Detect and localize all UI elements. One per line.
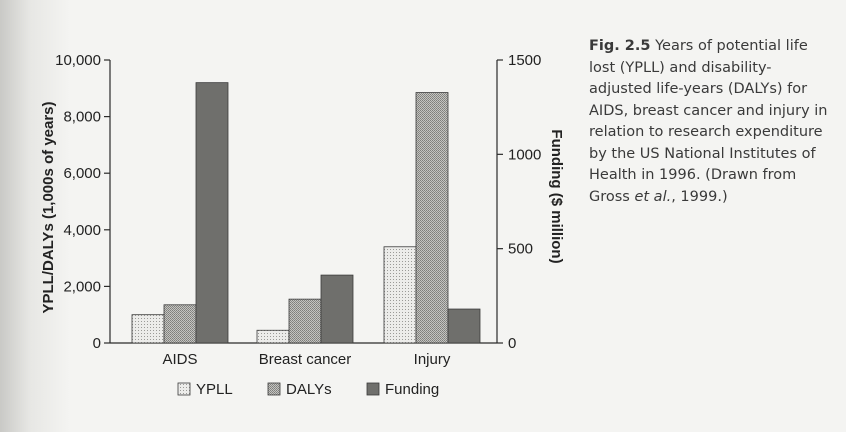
y-axis-title-left: YPLL/DALYs (1,000s of years) <box>40 101 57 313</box>
caption-text: Years of potential life lost (YPLL) and … <box>589 38 828 205</box>
left-tick-label: 8,000 <box>63 109 101 126</box>
legend-swatch-dalys <box>267 382 281 396</box>
chart-labels: 0 2,000 4,000 6,000 8,000 10,000 0 500 1000 1500 Y… <box>40 52 565 368</box>
bar-dalys-breast-cancer <box>288 298 322 344</box>
bar-funding-aids <box>195 82 229 344</box>
legend-swatch-ypll <box>177 382 191 396</box>
bar-dalys-injury <box>415 92 449 344</box>
left-tick-label: 6,000 <box>63 165 101 182</box>
figure-caption: Fig. 2.5 Years of potential life lost (Y… <box>589 36 829 208</box>
left-tick-label: 10,000 <box>55 52 101 69</box>
bar-ypll-breast-cancer <box>256 329 290 344</box>
right-tick-label: 0 <box>508 335 516 352</box>
legend-label-funding: Funding <box>385 381 439 398</box>
chart-legend: YPLL DALYs Funding <box>177 381 439 398</box>
category-label: Breast cancer <box>259 351 352 368</box>
bar-funding-injury <box>447 308 481 344</box>
legend-swatch-funding <box>366 382 380 396</box>
legend-label-dalys: DALYs <box>286 381 332 398</box>
caption-etal: et al. <box>634 188 672 205</box>
category-label: Injury <box>414 351 451 368</box>
category-label: AIDS <box>162 351 197 368</box>
chart-bars <box>131 82 481 344</box>
bar-ypll-aids <box>131 314 165 344</box>
y-axis-title-right: Funding ($ million) <box>548 129 565 263</box>
caption-text-end: , 1999.) <box>671 188 728 205</box>
right-tick-label: 500 <box>508 241 533 258</box>
right-tick-label: 1500 <box>508 52 541 69</box>
figure-label: Fig. 2.5 <box>589 38 651 54</box>
legend-label-ypll: YPLL <box>196 381 233 398</box>
left-tick-label: 0 <box>93 335 101 352</box>
left-tick-label: 4,000 <box>63 222 101 239</box>
left-tick-label: 2,000 <box>63 278 101 295</box>
bar-dalys-aids <box>163 304 197 344</box>
right-tick-label: 1000 <box>508 146 541 163</box>
bar-ypll-injury <box>383 246 417 344</box>
bar-funding-breast-cancer <box>320 274 354 344</box>
